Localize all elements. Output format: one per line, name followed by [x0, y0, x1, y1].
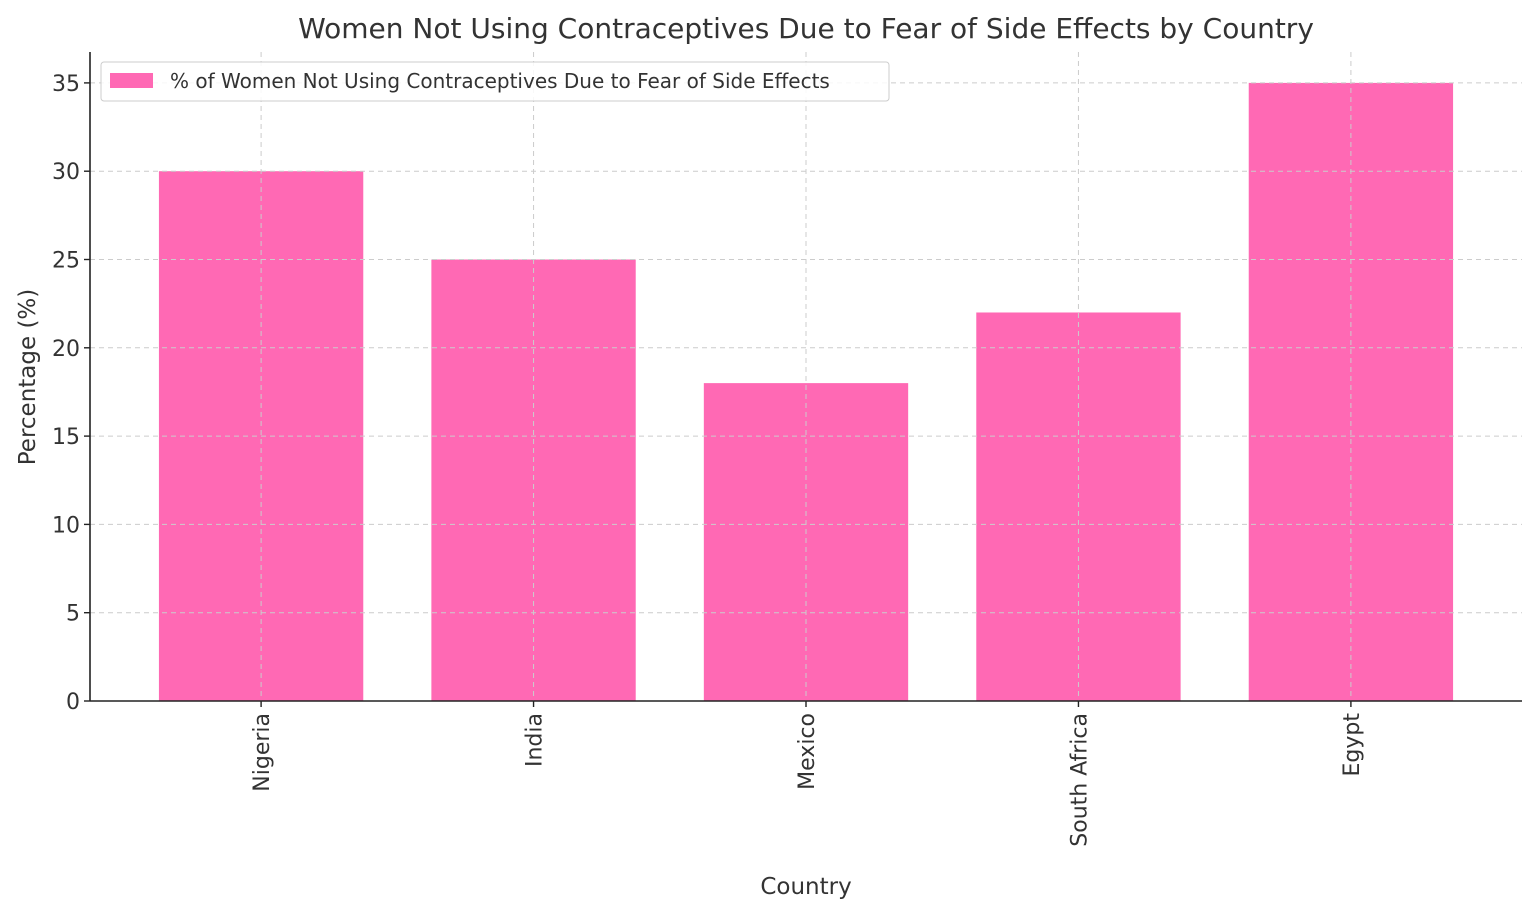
y-tick-label: 10: [52, 513, 80, 538]
x-tick-label: Egypt: [1340, 713, 1365, 777]
y-axis-label: Percentage (%): [15, 289, 41, 466]
y-tick-label: 15: [52, 425, 80, 450]
y-tick-label: 25: [52, 249, 80, 274]
y-axis-ticks: 0 5 10 15 20 25 30 35: [52, 72, 90, 715]
bars: [158, 82, 1454, 701]
legend-swatch: [110, 73, 153, 88]
x-tick-label: Nigeria: [250, 713, 275, 792]
legend-box: [100, 61, 890, 102]
x-axis-label: Country: [760, 874, 851, 900]
y-tick-label: 20: [52, 337, 80, 362]
y-tick-label: 30: [52, 160, 80, 185]
x-tick-label: Mexico: [795, 713, 820, 790]
y-tick-label: 0: [66, 690, 80, 715]
chart-title: Women Not Using Contraceptives Due to Fe…: [298, 12, 1314, 45]
x-tick-label: South Africa: [1067, 713, 1092, 847]
y-tick-label: 5: [66, 602, 80, 627]
x-axis-ticks: Nigeria India Mexico South Africa Egypt: [250, 701, 1365, 847]
bar-egypt: [1248, 82, 1454, 701]
legend: % of Women Not Using Contraceptives Due …: [100, 61, 890, 102]
y-tick-label: 35: [52, 72, 80, 97]
x-tick-label: India: [523, 713, 548, 767]
legend-label: % of Women Not Using Contraceptives Due …: [170, 69, 830, 93]
